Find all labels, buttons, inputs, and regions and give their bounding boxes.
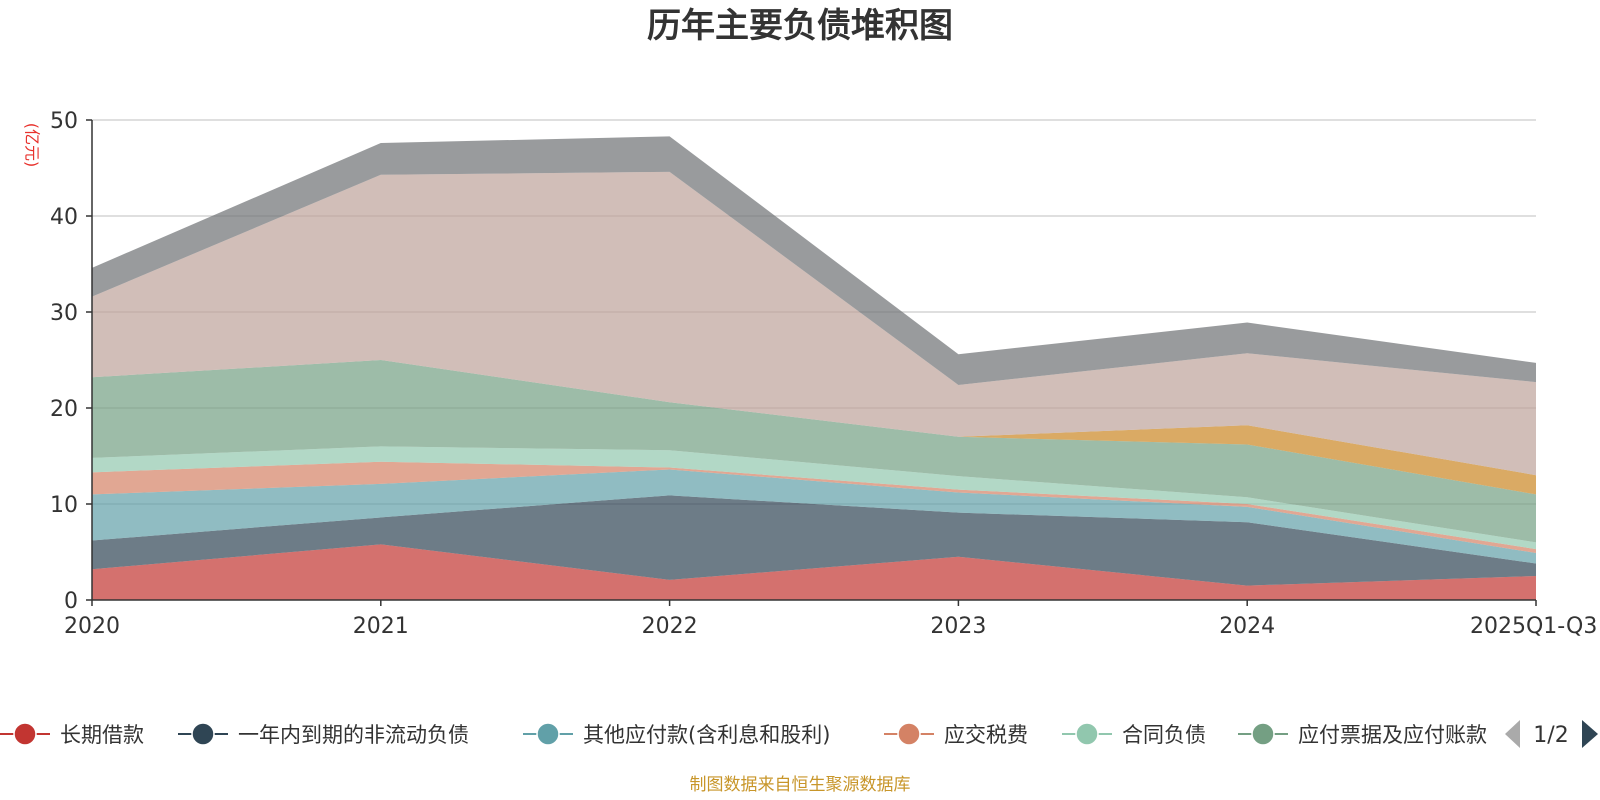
area-series-7 (92, 171, 1536, 476)
legend-label: 一年内到期的非流动负债 (238, 723, 469, 747)
legend-item[interactable]: 应交税费 (884, 722, 1028, 747)
y-tick-label: 10 (50, 493, 78, 518)
area-series-1 (92, 495, 1536, 586)
x-tick-label: 2020 (64, 614, 120, 639)
y-tick-label: 20 (50, 397, 78, 422)
area-series-8 (92, 136, 1536, 385)
area-series-2 (92, 469, 1536, 564)
legend: 长期借款 一年内到期的非流动负债 其他应付款(含利息和股利) 应交税费 合同负债 应付票据… (0, 720, 1598, 748)
legend-marker-dot (897, 722, 921, 746)
x-tick-label: 2025Q1-Q3 (1470, 614, 1597, 639)
y-tick-label: 40 (50, 205, 78, 230)
area-series-4 (92, 446, 1536, 550)
legend-page-indicator: 1/2 (1533, 723, 1568, 748)
legend-marker-dot (1251, 722, 1275, 746)
axes: 0 10 20 30 40 50 2020 2021 2022 2023 2024 2025Q1-Q3 (50, 109, 1597, 639)
area-series-0 (92, 544, 1536, 600)
legend-marker-dot (1075, 722, 1099, 746)
x-tick-label: 2021 (353, 614, 409, 639)
legend-item[interactable]: 合同负债 (1062, 722, 1206, 747)
legend-label: 应交税费 (944, 723, 1028, 747)
legend-item[interactable]: 长期借款 (0, 722, 144, 747)
legend-label: 其他应付款(含利息和股利) (583, 723, 830, 747)
legend-prev-page-icon[interactable] (1505, 720, 1520, 748)
legend-item[interactable]: 其他应付款(含利息和股利) (523, 722, 830, 747)
y-tick-label: 30 (50, 301, 78, 326)
legend-marker-dot (13, 722, 37, 746)
legend-label: 应付票据及应付账款 (1298, 723, 1487, 747)
legend-item[interactable]: 一年内到期的非流动负债 (178, 722, 469, 747)
stacked-areas (92, 136, 1536, 600)
y-unit-label: (亿元) (23, 123, 42, 168)
area-series-5 (92, 360, 1536, 543)
legend-label: 合同负债 (1122, 723, 1206, 747)
area-series-6 (92, 360, 1536, 495)
y-tick-label: 0 (64, 589, 78, 614)
legend-marker-dot (191, 722, 215, 746)
legend-item[interactable]: 应付票据及应付账款 (1238, 722, 1487, 747)
area-series-3 (92, 461, 1536, 553)
y-tick-label: 50 (50, 109, 78, 134)
source-note: 制图数据来自恒生聚源数据库 (690, 775, 911, 795)
x-tick-label: 2024 (1219, 614, 1275, 639)
legend-label: 长期借款 (60, 723, 144, 747)
legend-marker-dot (536, 722, 560, 746)
x-tick-label: 2023 (930, 614, 986, 639)
x-tick-label: 2022 (642, 614, 698, 639)
legend-next-page-icon[interactable] (1582, 720, 1598, 748)
chart-title: 历年主要负债堆积图 (647, 6, 953, 46)
